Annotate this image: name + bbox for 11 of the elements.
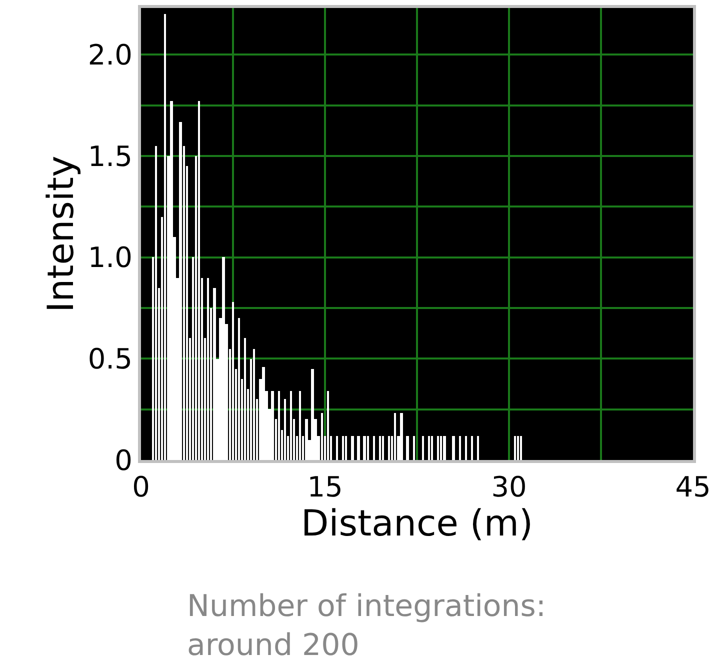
y-tick-label: 1.0 bbox=[88, 241, 132, 274]
x-tick-label: 45 bbox=[675, 470, 711, 504]
x-tick-label: 30 bbox=[491, 470, 527, 504]
y-tick-label: 1.5 bbox=[88, 140, 132, 173]
x-tick-label: 15 bbox=[307, 470, 343, 504]
y-tick-label: 2.0 bbox=[88, 38, 132, 72]
y-tick-label: 0.5 bbox=[88, 342, 132, 376]
y-tick-label: 0 bbox=[114, 444, 132, 477]
text: Number of integrations: around 200 bbox=[187, 589, 546, 657]
x-axis-title: Distance (m) bbox=[300, 504, 534, 545]
y-axis-title: Intensity bbox=[40, 156, 82, 312]
